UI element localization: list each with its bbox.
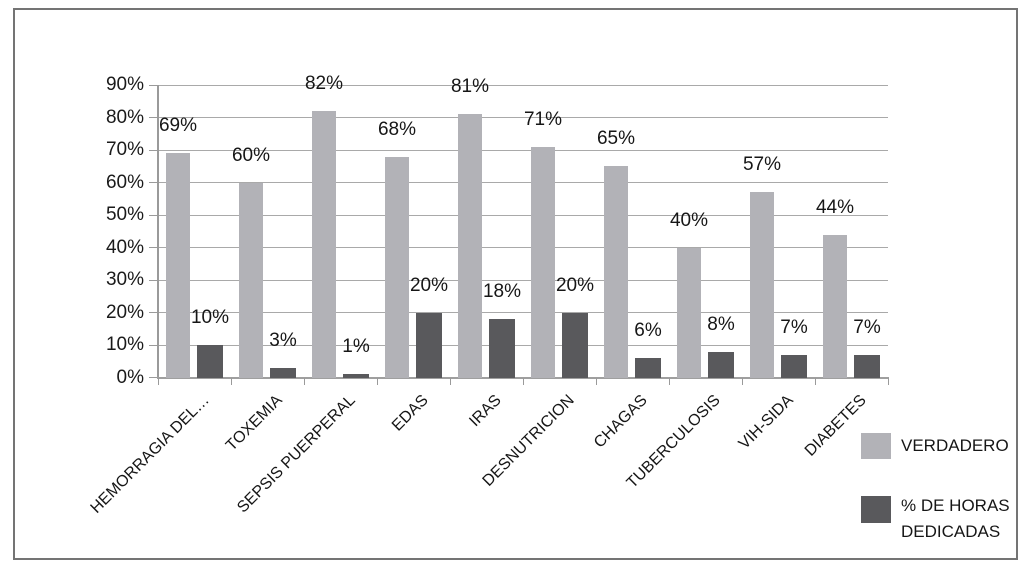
data-label-verdadero-7: 40% — [669, 209, 709, 231]
bar-horas-2 — [343, 374, 369, 378]
bar-verdadero-1 — [239, 182, 263, 378]
y-axis-label-0: 0% — [116, 366, 144, 388]
bar-horas-0 — [197, 345, 223, 378]
legend-item-verdadero: VERDADERO — [861, 433, 1019, 459]
y-axis-tick-20 — [149, 312, 158, 313]
y-axis-label-40: 40% — [105, 236, 144, 258]
x-axis-tick-4 — [449, 377, 451, 385]
data-label-horas-3: 20% — [409, 274, 449, 296]
x-axis-tick-10 — [887, 377, 889, 385]
y-axis-label-80: 80% — [105, 106, 144, 128]
y-axis-tick-10 — [149, 344, 158, 346]
bar-horas-6 — [635, 358, 661, 378]
y-axis-label-50: 50% — [105, 204, 144, 225]
y-axis-label-10: 10% — [105, 334, 144, 355]
y-axis-label-20: 20% — [105, 301, 144, 323]
gridline-30 — [158, 279, 888, 281]
x-axis-tick-5 — [522, 377, 524, 385]
data-label-verdadero-4: 81% — [450, 76, 490, 98]
gridline-20 — [158, 312, 888, 313]
bar-verdadero-7 — [677, 247, 701, 378]
legend-label-horas-dedicadas: % DE HORAS DEDICADAS — [901, 496, 1010, 541]
legend-swatch-horas-icon — [861, 496, 891, 523]
legend-item-horas-dedicadas: % DE HORAS DEDICADAS — [861, 496, 1019, 545]
y-axis-label-70: 70% — [105, 139, 144, 160]
bar-verdadero-9 — [823, 234, 847, 378]
data-label-verdadero-3: 68% — [377, 118, 417, 140]
y-axis-tick-50 — [149, 214, 158, 216]
y-axis-label-90: 90% — [105, 74, 144, 95]
gridline-40 — [158, 247, 888, 248]
y-axis-line — [157, 85, 159, 378]
data-label-horas-7: 8% — [707, 313, 735, 335]
data-label-verdadero-0: 69% — [158, 115, 198, 137]
y-axis-tick-70 — [149, 149, 158, 151]
x-axis-tick-8 — [741, 377, 743, 385]
bar-horas-3 — [416, 312, 442, 378]
bar-verdadero-3 — [385, 156, 409, 378]
x-axis-tick-3 — [376, 377, 378, 385]
y-axis-tick-0 — [149, 377, 158, 378]
gridline-80 — [158, 117, 888, 118]
y-axis-label-60: 60% — [105, 171, 144, 193]
legend-swatch-verdadero-icon — [861, 433, 891, 459]
bar-horas-5 — [562, 312, 588, 378]
gridline-60 — [158, 182, 888, 183]
bar-verdadero-8 — [750, 192, 774, 378]
y-axis-tick-40 — [149, 247, 158, 248]
data-label-horas-6: 6% — [634, 320, 662, 341]
data-label-horas-8: 7% — [780, 316, 808, 338]
bar-horas-1 — [270, 367, 296, 378]
data-label-horas-4: 18% — [482, 281, 522, 302]
data-label-horas-2: 1% — [342, 336, 370, 358]
data-label-verdadero-9: 44% — [815, 196, 855, 218]
data-label-verdadero-1: 60% — [231, 144, 271, 166]
x-axis-tick-6 — [595, 377, 597, 385]
y-axis-label-30: 30% — [105, 269, 144, 290]
x-axis-tick-2 — [303, 377, 305, 385]
bar-horas-8 — [781, 354, 807, 378]
bar-horas-9 — [854, 354, 880, 378]
y-axis-tick-30 — [149, 279, 158, 281]
data-label-verdadero-2: 82% — [304, 73, 344, 94]
y-axis-tick-60 — [149, 182, 158, 183]
data-label-horas-1: 3% — [269, 329, 297, 351]
gridline-10 — [158, 344, 888, 346]
y-axis-tick-80 — [149, 117, 158, 118]
data-label-verdadero-6: 65% — [596, 128, 636, 150]
x-axis-tick-0 — [157, 377, 159, 385]
bar-verdadero-6 — [604, 166, 628, 378]
gridline-70 — [158, 149, 888, 151]
data-label-horas-9: 7% — [853, 316, 881, 338]
bar-verdadero-4 — [458, 114, 482, 378]
bar-horas-4 — [489, 319, 515, 378]
gridline-90 — [158, 84, 888, 86]
data-label-verdadero-5: 71% — [523, 108, 563, 130]
legend-label-verdadero: VERDADERO — [901, 436, 1009, 455]
data-label-horas-0: 10% — [190, 307, 230, 328]
bar-verdadero-0 — [166, 153, 190, 378]
x-axis-tick-1 — [230, 377, 232, 385]
bar-verdadero-2 — [312, 111, 336, 378]
x-axis-tick-9 — [814, 377, 816, 385]
chart-border-frame — [13, 8, 1018, 560]
bar-horas-7 — [708, 351, 734, 378]
data-label-horas-5: 20% — [555, 274, 595, 296]
y-axis-tick-90 — [149, 84, 158, 86]
gridline-50 — [158, 214, 888, 216]
bar-verdadero-5 — [531, 146, 555, 378]
x-axis-tick-7 — [668, 377, 670, 385]
data-label-verdadero-8: 57% — [742, 154, 782, 176]
